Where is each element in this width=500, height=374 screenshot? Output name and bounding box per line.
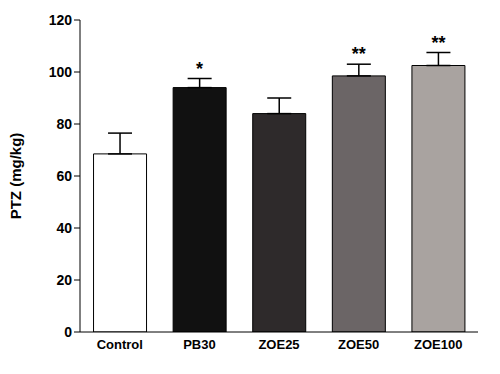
svg-text:*: * bbox=[196, 59, 203, 79]
svg-text:60: 60 bbox=[56, 168, 72, 184]
svg-text:120: 120 bbox=[49, 12, 73, 28]
svg-text:80: 80 bbox=[56, 116, 72, 132]
svg-text:**: ** bbox=[431, 33, 445, 53]
svg-text:ZOE50: ZOE50 bbox=[338, 337, 379, 352]
svg-text:0: 0 bbox=[64, 324, 72, 340]
svg-text:Control: Control bbox=[97, 337, 143, 352]
svg-text:ZOE100: ZOE100 bbox=[414, 337, 462, 352]
svg-text:100: 100 bbox=[49, 64, 73, 80]
svg-text:ZOE25: ZOE25 bbox=[258, 337, 299, 352]
svg-text:**: ** bbox=[352, 44, 366, 64]
svg-text:20: 20 bbox=[56, 272, 72, 288]
svg-text:PTZ (mg/kg): PTZ (mg/kg) bbox=[8, 133, 24, 220]
svg-text:PB30: PB30 bbox=[183, 337, 216, 352]
svg-text:40: 40 bbox=[56, 220, 72, 236]
